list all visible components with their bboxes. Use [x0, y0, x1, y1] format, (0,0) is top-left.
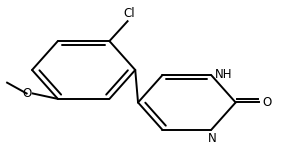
Text: Cl: Cl [123, 7, 135, 20]
Text: NH: NH [215, 68, 232, 81]
Text: N: N [208, 132, 217, 145]
Text: O: O [22, 87, 31, 100]
Text: O: O [262, 96, 271, 109]
